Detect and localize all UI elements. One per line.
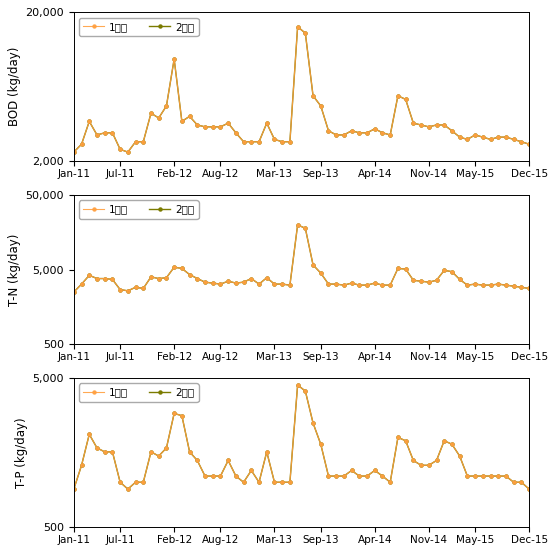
1단계 — [225, 120, 231, 127]
1단계 — [364, 473, 370, 479]
Line: 1단계: 1단계 — [72, 383, 530, 491]
Line: 2단계: 2단계 — [72, 223, 530, 294]
2단계 — [217, 281, 224, 288]
2단계 — [364, 129, 370, 136]
2단계 — [217, 473, 224, 479]
1단계 — [186, 113, 193, 119]
2단계 — [71, 289, 77, 295]
2단계 — [526, 285, 533, 292]
2단계 — [148, 110, 155, 117]
Y-axis label: BOD (kg/day): BOD (kg/day) — [8, 47, 21, 127]
Legend: 1단계, 2단계: 1단계, 2단계 — [79, 201, 198, 219]
2단계 — [225, 278, 231, 285]
1단계 — [225, 278, 231, 285]
1단계 — [526, 285, 533, 292]
2단계 — [202, 279, 208, 285]
2단계 — [202, 473, 208, 479]
2단계 — [148, 274, 155, 280]
1단계 — [217, 281, 224, 288]
2단계 — [217, 123, 224, 130]
2단계 — [186, 271, 193, 278]
2단계 — [148, 448, 155, 455]
Line: 1단계: 1단계 — [72, 25, 530, 154]
1단계 — [148, 110, 155, 117]
2단계 — [71, 486, 77, 492]
Line: 1단계: 1단계 — [72, 223, 530, 294]
1단계 — [225, 457, 231, 464]
1단계 — [526, 141, 533, 148]
1단계 — [294, 23, 301, 30]
1단계 — [526, 486, 533, 492]
1단계 — [71, 486, 77, 492]
1단계 — [202, 473, 208, 479]
2단계 — [186, 448, 193, 455]
2단계 — [294, 382, 301, 388]
1단계 — [71, 149, 77, 155]
1단계 — [202, 279, 208, 285]
1단계 — [217, 123, 224, 130]
1단계 — [186, 448, 193, 455]
2단계 — [225, 457, 231, 464]
2단계 — [225, 120, 231, 127]
1단계 — [364, 282, 370, 289]
1단계 — [294, 222, 301, 228]
1단계 — [71, 289, 77, 295]
2단계 — [526, 141, 533, 148]
Y-axis label: T-N (kg/day): T-N (kg/day) — [8, 233, 22, 306]
1단계 — [217, 473, 224, 479]
2단계 — [526, 486, 533, 492]
2단계 — [294, 23, 301, 30]
2단계 — [186, 113, 193, 119]
Legend: 1단계, 2단계: 1단계, 2단계 — [79, 383, 198, 402]
2단계 — [364, 473, 370, 479]
2단계 — [202, 123, 208, 130]
1단계 — [364, 129, 370, 136]
2단계 — [71, 149, 77, 155]
2단계 — [294, 222, 301, 228]
Line: 2단계: 2단계 — [72, 383, 530, 491]
1단계 — [148, 448, 155, 455]
2단계 — [364, 282, 370, 289]
1단계 — [186, 271, 193, 278]
1단계 — [148, 274, 155, 280]
1단계 — [294, 382, 301, 388]
Y-axis label: T-P (kg/day): T-P (kg/day) — [16, 418, 28, 488]
1단계 — [202, 123, 208, 130]
Line: 2단계: 2단계 — [72, 25, 530, 154]
Legend: 1단계, 2단계: 1단계, 2단계 — [79, 18, 198, 36]
